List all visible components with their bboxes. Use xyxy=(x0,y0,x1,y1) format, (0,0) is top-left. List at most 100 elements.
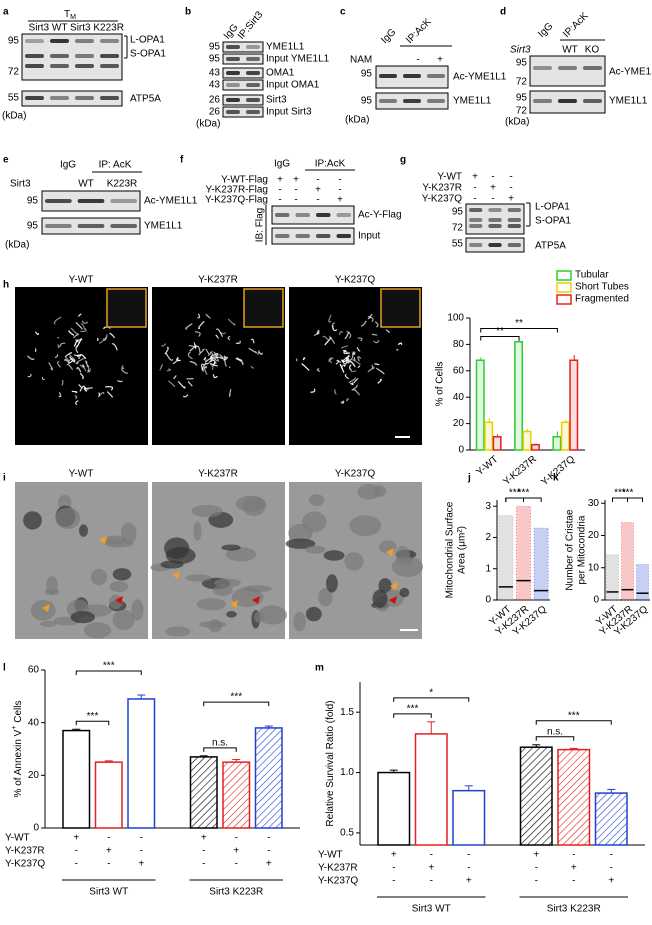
significance: *** xyxy=(622,488,634,499)
blot-band xyxy=(78,224,105,228)
label: Sirt3 xyxy=(10,179,31,190)
blot-band xyxy=(337,213,352,217)
y-tick-label: 20 xyxy=(28,770,40,781)
asterisk-marker: * xyxy=(405,420,409,431)
condition-sign: - xyxy=(235,833,238,844)
organelle xyxy=(374,485,386,497)
blot-band xyxy=(226,98,240,102)
organelle xyxy=(293,612,306,631)
condition-label: Y-K237R xyxy=(5,846,45,857)
organelle xyxy=(243,585,272,592)
y-tick-label: 0 xyxy=(458,445,464,456)
label: WT xyxy=(562,45,578,56)
bar xyxy=(493,437,500,450)
label: 72 xyxy=(516,106,528,117)
blot-band xyxy=(488,224,501,228)
blot-band xyxy=(275,213,290,217)
label: S-OPA1 xyxy=(535,216,571,227)
blot-band xyxy=(75,64,94,68)
organelle xyxy=(46,576,58,594)
organelle xyxy=(373,590,388,608)
label: - xyxy=(473,183,476,194)
condition-sign: - xyxy=(535,876,538,887)
bar xyxy=(570,360,577,450)
blot-band xyxy=(25,96,44,100)
label: + xyxy=(437,55,443,66)
blot-band xyxy=(75,39,94,43)
y-axis-label: % of Annexin V+ Cells xyxy=(11,701,24,798)
panel-letter: e xyxy=(3,155,9,166)
panel-letter: h xyxy=(3,280,9,291)
condition-sign: + xyxy=(608,876,614,887)
organelle xyxy=(79,524,88,536)
organelle xyxy=(392,557,423,577)
inset xyxy=(107,289,146,327)
label: Sirt3 xyxy=(266,95,287,106)
organelle xyxy=(192,505,223,517)
condition-sign: + xyxy=(533,850,539,861)
y-tick-label: 1.0 xyxy=(340,767,354,778)
label: - xyxy=(278,195,281,206)
bar xyxy=(256,728,283,828)
image-title: Y-WT xyxy=(69,469,94,480)
panel-letter: c xyxy=(340,7,346,18)
group-label: Sirt3 WT xyxy=(89,887,128,898)
organelle xyxy=(326,574,338,592)
significance: *** xyxy=(87,711,99,722)
bar xyxy=(596,793,628,845)
condition-label: Y-K237Q xyxy=(318,876,358,887)
blot-band xyxy=(427,74,445,78)
condition-sign: - xyxy=(430,850,433,861)
y-axis-label: % of Cells xyxy=(435,361,446,406)
label: IP:Sirt3 xyxy=(236,9,266,42)
blot-band xyxy=(226,71,240,75)
blot-band xyxy=(379,74,397,78)
condition-sign: + xyxy=(571,863,577,874)
blot-band xyxy=(246,110,260,114)
label: Sirt3 WT xyxy=(29,23,68,34)
organelle xyxy=(309,494,324,506)
bar xyxy=(223,762,250,828)
y-tick-label: 0 xyxy=(33,823,39,834)
label: 95 xyxy=(361,96,373,107)
significance: * xyxy=(429,687,433,698)
bar xyxy=(521,747,553,845)
condition-sign: - xyxy=(467,850,470,861)
legend-label: Fragmented xyxy=(575,294,629,305)
condition-sign: - xyxy=(202,846,205,857)
label: 95 xyxy=(452,207,464,218)
bar xyxy=(515,342,522,450)
blot-band xyxy=(488,243,501,247)
bar xyxy=(532,445,539,450)
label: 26 xyxy=(209,95,221,106)
label: - xyxy=(473,194,476,205)
significance: *** xyxy=(230,692,242,703)
blot-band xyxy=(296,213,311,217)
panel-letter: d xyxy=(500,7,506,18)
label: - xyxy=(316,195,319,206)
blot-band xyxy=(50,64,69,68)
blot-band xyxy=(469,208,482,212)
legend-swatch xyxy=(557,283,571,292)
y-axis-label: Number of Cristae xyxy=(565,509,576,591)
condition-sign: + xyxy=(266,859,272,870)
blot-band xyxy=(403,74,421,78)
bar xyxy=(562,422,569,450)
blot-band xyxy=(246,57,260,61)
organelle xyxy=(344,552,363,570)
organelle xyxy=(197,598,226,610)
label: ATP5A xyxy=(535,241,566,252)
blot-band xyxy=(50,54,69,58)
blot-band xyxy=(583,66,602,70)
label: IP:AcK xyxy=(561,10,591,40)
blot-band xyxy=(246,71,260,75)
blot-band xyxy=(558,99,577,103)
condition-sign: - xyxy=(467,863,470,874)
blot-band xyxy=(25,54,44,58)
condition-label: Y-WT xyxy=(5,833,30,844)
label: IgG xyxy=(60,160,76,171)
label: IgG xyxy=(379,27,398,46)
condition-label: Y-K237Q xyxy=(5,859,45,870)
x-tick-label: Y-K237R xyxy=(501,454,538,488)
image-title: Y-K237Q xyxy=(335,275,375,286)
